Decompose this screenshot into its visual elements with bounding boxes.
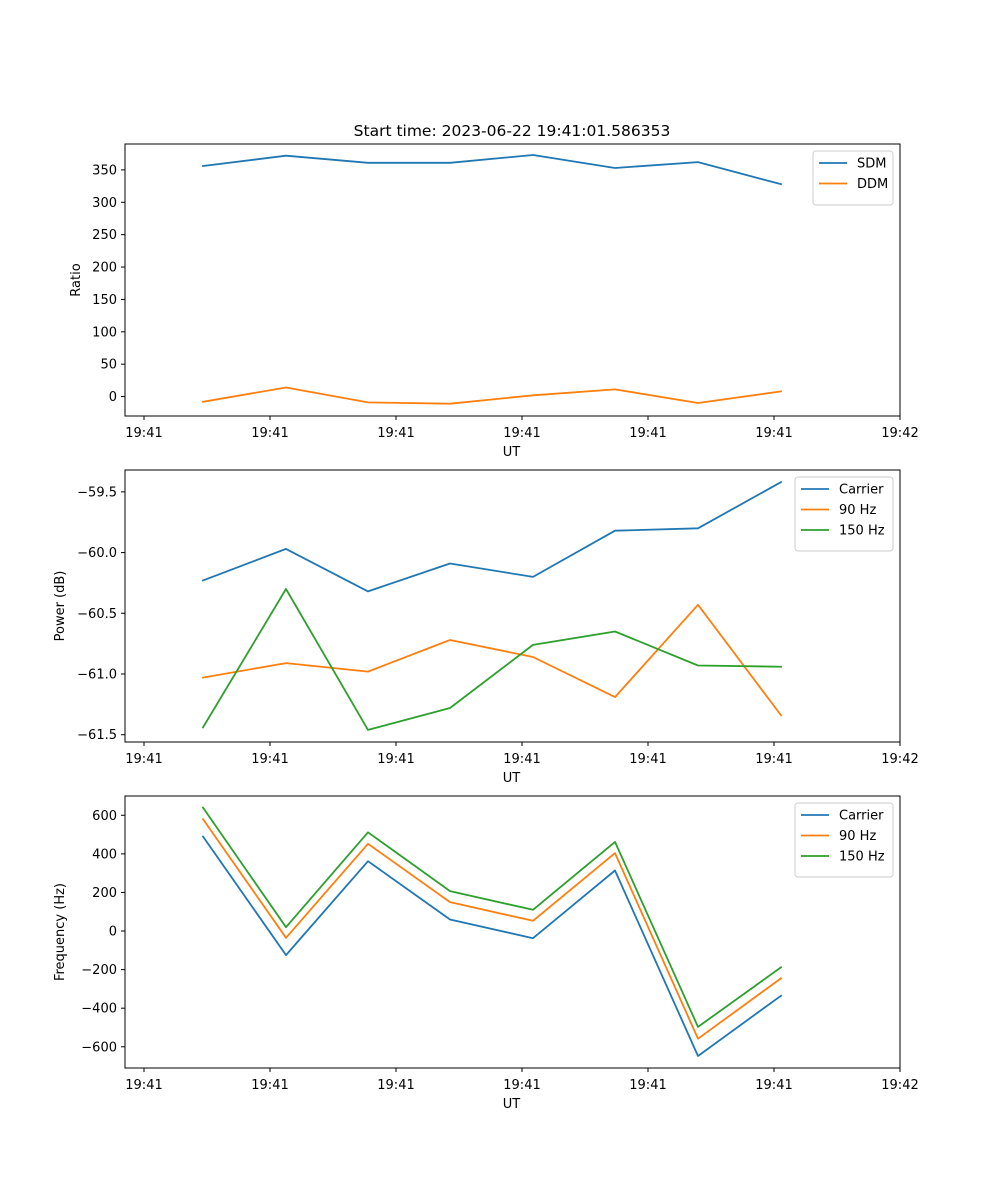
series-line-carrier bbox=[201, 480, 783, 593]
legend-label: SDM bbox=[857, 157, 886, 172]
y-tick-label: 200 bbox=[92, 886, 117, 901]
x-tick-label: 19:41 bbox=[503, 1078, 540, 1093]
series-line-90-hz bbox=[201, 817, 783, 1040]
y-axis-label: Power (dB) bbox=[53, 571, 68, 642]
y-tick-label: 150 bbox=[92, 293, 117, 308]
legend-label: 90 Hz bbox=[839, 503, 876, 518]
legend: SDM DDM bbox=[812, 150, 894, 206]
x-axis-label: UT bbox=[503, 1097, 521, 1112]
legend-label: DDM bbox=[857, 177, 888, 192]
chart-panel-2: 19:41 19:41 19:41 19:41 19:41 19:41 19:42 −61.5… bbox=[53, 469, 919, 786]
x-tick-label: 19:41 bbox=[503, 426, 540, 441]
x-tick-label: 19:41 bbox=[377, 426, 414, 441]
x-tick-label: 19:42 bbox=[881, 752, 918, 767]
legend-box bbox=[794, 802, 894, 878]
y-axis-label: Frequency (Hz) bbox=[53, 883, 68, 981]
x-tick-label: 19:41 bbox=[377, 1078, 414, 1093]
figure-title: Start time: 2023-06-22 19:41:01.586353 bbox=[354, 122, 671, 140]
x-tick-label: 19:41 bbox=[125, 752, 162, 767]
y-tick-label: −600 bbox=[81, 1040, 117, 1055]
series-line-90-hz bbox=[201, 603, 783, 717]
x-tick-label: 19:41 bbox=[755, 1078, 792, 1093]
x-tick-label: 19:41 bbox=[629, 1078, 666, 1093]
y-tick-label: 200 bbox=[92, 261, 117, 276]
legend-label: 150 Hz bbox=[839, 524, 885, 539]
y-tick-label: −60.0 bbox=[77, 546, 117, 561]
plot-frame bbox=[124, 143, 901, 417]
legend-label: 90 Hz bbox=[839, 829, 876, 844]
x-tick-label: 19:41 bbox=[755, 752, 792, 767]
x-tick-label: 19:41 bbox=[125, 1078, 162, 1093]
y-tick-label: 300 bbox=[92, 196, 117, 211]
y-tick-label: 400 bbox=[92, 847, 117, 862]
x-tick-label: 19:41 bbox=[251, 1078, 288, 1093]
plot-frame bbox=[124, 469, 901, 743]
y-tick-label: −60.5 bbox=[77, 607, 117, 622]
legend: Carrier 90 Hz 150 Hz bbox=[794, 802, 894, 878]
chart-panel-1: 19:41 19:41 19:41 19:41 19:41 19:41 19:42 0 50 10… bbox=[69, 143, 919, 460]
legend-box bbox=[794, 476, 894, 552]
x-tick-label: 19:41 bbox=[377, 752, 414, 767]
series-line-sdm bbox=[201, 154, 783, 186]
x-tick-label: 19:41 bbox=[125, 426, 162, 441]
series-line-carrier bbox=[201, 835, 783, 1057]
y-tick-label: 250 bbox=[92, 228, 117, 243]
chart-panels: 19:41 19:41 19:41 19:41 19:41 19:41 19:42 0 50 10… bbox=[53, 143, 919, 1112]
x-tick-label: 19:41 bbox=[755, 426, 792, 441]
x-tick-label: 19:41 bbox=[629, 426, 666, 441]
y-tick-label: −59.5 bbox=[77, 485, 117, 500]
y-axis-label: Ratio bbox=[69, 263, 84, 296]
x-axis-label: UT bbox=[503, 445, 521, 460]
x-tick-label: 19:42 bbox=[881, 426, 918, 441]
y-tick-label: −400 bbox=[81, 1002, 117, 1017]
legend-label: Carrier bbox=[839, 483, 884, 498]
y-tick-label: 350 bbox=[92, 163, 117, 178]
y-tick-label: −61.5 bbox=[77, 728, 117, 743]
y-tick-label: 0 bbox=[109, 925, 117, 940]
y-tick-label: −200 bbox=[81, 963, 117, 978]
x-tick-label: 19:41 bbox=[503, 752, 540, 767]
series-line-150-hz bbox=[201, 588, 782, 731]
plot-frame bbox=[124, 795, 901, 1069]
legend-box bbox=[812, 150, 894, 206]
y-tick-label: 50 bbox=[100, 358, 117, 373]
x-tick-label: 19:41 bbox=[629, 752, 666, 767]
series-line-150-hz bbox=[201, 806, 783, 1028]
y-tick-label: −61.0 bbox=[77, 668, 117, 683]
series-line-ddm bbox=[201, 386, 783, 405]
chart-panel-3: 19:41 19:41 19:41 19:41 19:41 19:41 19:42 −600 −… bbox=[53, 795, 919, 1112]
legend: Carrier 90 Hz 150 Hz bbox=[794, 476, 894, 552]
y-tick-label: 0 bbox=[109, 390, 117, 405]
x-tick-label: 19:41 bbox=[251, 752, 288, 767]
x-tick-label: 19:41 bbox=[251, 426, 288, 441]
x-axis-label: UT bbox=[503, 771, 521, 786]
x-tick-label: 19:42 bbox=[881, 1078, 918, 1093]
legend-label: Carrier bbox=[839, 809, 884, 824]
y-tick-label: 100 bbox=[92, 325, 117, 340]
legend-label: 150 Hz bbox=[839, 850, 885, 865]
y-tick-label: 600 bbox=[92, 809, 117, 824]
